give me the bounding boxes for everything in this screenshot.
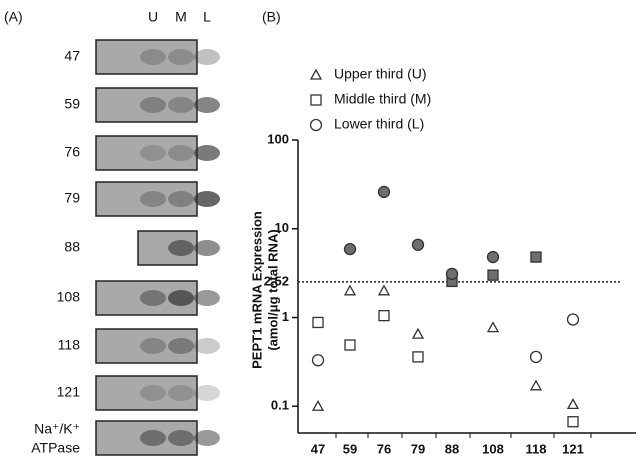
legend-label: Lower third (L) bbox=[334, 116, 424, 132]
band bbox=[194, 49, 220, 65]
x-tick-label: 88 bbox=[445, 441, 459, 456]
x-tick-label: 59 bbox=[343, 441, 357, 456]
x-tick-label: 121 bbox=[562, 441, 584, 456]
marker-triangle bbox=[313, 401, 323, 410]
panel-label: (A) bbox=[4, 9, 23, 25]
band bbox=[140, 191, 166, 207]
marker-triangle bbox=[379, 286, 389, 295]
x-tick-label: 108 bbox=[482, 441, 504, 456]
control-label: ATPase bbox=[31, 440, 80, 456]
marker-triangle bbox=[413, 329, 423, 338]
figure: (A) U M L Na⁺/K⁺ ATPase (B) PEPT1 mRNA E… bbox=[0, 0, 641, 463]
band bbox=[168, 145, 194, 161]
y-axis-label: PEPT1 mRNA Expression bbox=[249, 211, 264, 369]
band bbox=[194, 240, 220, 256]
band bbox=[194, 145, 220, 161]
band bbox=[168, 338, 194, 354]
marker-square bbox=[488, 270, 498, 280]
band bbox=[194, 430, 220, 446]
marker-square bbox=[568, 417, 578, 427]
y-tick-label: 0.1 bbox=[271, 398, 289, 413]
marker-circle bbox=[345, 244, 356, 255]
y-axis-label: (amol/μg total RNA) bbox=[265, 229, 280, 350]
band bbox=[168, 49, 194, 65]
row-label: 76 bbox=[64, 144, 80, 160]
row-label: 47 bbox=[64, 48, 80, 64]
band bbox=[140, 145, 166, 161]
marker-triangle bbox=[531, 381, 541, 390]
band bbox=[140, 338, 166, 354]
marker-square bbox=[413, 352, 423, 362]
legend-label: Upper third (U) bbox=[334, 66, 427, 82]
reference-label: 2.52 bbox=[264, 273, 289, 288]
band bbox=[194, 338, 220, 354]
band bbox=[140, 290, 166, 306]
marker-square bbox=[531, 252, 541, 262]
row-label: 88 bbox=[64, 239, 80, 255]
panel-label: (B) bbox=[262, 9, 281, 25]
band bbox=[194, 97, 220, 113]
x-tick-label: 79 bbox=[411, 441, 425, 456]
band bbox=[194, 191, 220, 207]
band bbox=[168, 97, 194, 113]
band bbox=[194, 290, 220, 306]
band bbox=[168, 290, 194, 306]
y-tick-label: 10 bbox=[275, 220, 289, 235]
marker-circle bbox=[379, 186, 390, 197]
y-tick-label: 1 bbox=[282, 309, 289, 324]
band bbox=[168, 385, 194, 401]
row-label: 79 bbox=[64, 190, 80, 206]
legend-label: Middle third (M) bbox=[334, 91, 431, 107]
row-label: 108 bbox=[57, 289, 81, 305]
row-label: 118 bbox=[58, 337, 81, 353]
marker-circle bbox=[568, 314, 579, 325]
band bbox=[168, 240, 194, 256]
y-tick-label: 100 bbox=[267, 131, 289, 146]
marker-triangle bbox=[568, 399, 578, 408]
band bbox=[140, 430, 166, 446]
x-tick-label: 76 bbox=[377, 441, 391, 456]
band bbox=[168, 191, 194, 207]
band bbox=[140, 97, 166, 113]
marker-circle bbox=[488, 252, 499, 263]
row-label: 59 bbox=[64, 96, 80, 112]
marker-circle bbox=[413, 239, 424, 250]
control-label: Na⁺/K⁺ bbox=[34, 421, 80, 437]
lane-label: L bbox=[203, 9, 211, 25]
marker-triangle bbox=[345, 286, 355, 295]
marker-square bbox=[345, 340, 355, 350]
marker-circle bbox=[531, 351, 542, 362]
lane-label: M bbox=[175, 9, 187, 25]
band bbox=[168, 430, 194, 446]
marker-square bbox=[313, 317, 323, 327]
marker-circle bbox=[311, 120, 322, 131]
band bbox=[140, 49, 166, 65]
marker-circle bbox=[313, 355, 324, 366]
band bbox=[194, 385, 220, 401]
marker-circle bbox=[447, 268, 458, 279]
marker-triangle bbox=[311, 70, 321, 79]
band bbox=[140, 385, 166, 401]
lane-label: U bbox=[148, 9, 158, 25]
marker-square bbox=[379, 311, 389, 321]
marker-triangle bbox=[488, 323, 498, 332]
x-tick-label: 47 bbox=[311, 441, 325, 456]
row-label: 121 bbox=[57, 384, 81, 400]
marker-square bbox=[311, 95, 321, 105]
x-tick-label: 118 bbox=[526, 441, 547, 456]
